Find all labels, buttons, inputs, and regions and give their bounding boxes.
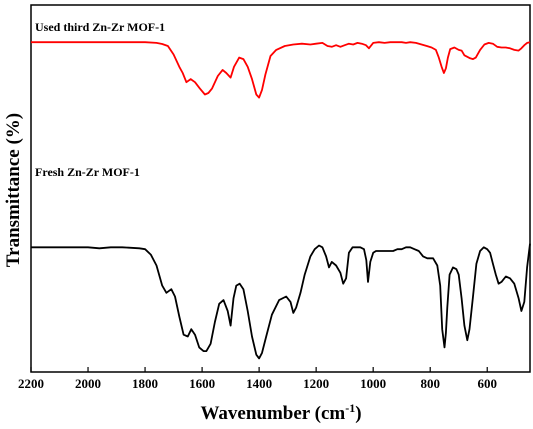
x-axis-ticks: 2200 2000 1800 1600 1400 1200 1000 800 600 (18, 367, 497, 391)
x-axis-title: Wavenumber (cm-1) (200, 401, 361, 424)
series-layer (31, 41, 531, 360)
fresh-series-label: Fresh Zn-Zr MOF-1 (35, 165, 140, 179)
used-series-line (31, 41, 531, 99)
x-tick-label: 600 (477, 376, 497, 391)
x-tick-label: 1200 (303, 376, 329, 391)
y-axis-title: Transmittance (%) (3, 113, 24, 267)
x-tick-label: 2200 (18, 376, 44, 391)
used-series-label: Used third Zn-Zr MOF-1 (35, 20, 165, 34)
x-tick-label: 1400 (246, 376, 272, 391)
x-tick-label: 1800 (132, 376, 158, 391)
plot-frame (30, 4, 531, 373)
x-tick-label: 1000 (360, 376, 386, 391)
x-tick-label: 2000 (75, 376, 101, 391)
fresh-series-line (31, 243, 531, 360)
x-tick-label: 1600 (189, 376, 215, 391)
x-tick-label: 800 (420, 376, 440, 391)
